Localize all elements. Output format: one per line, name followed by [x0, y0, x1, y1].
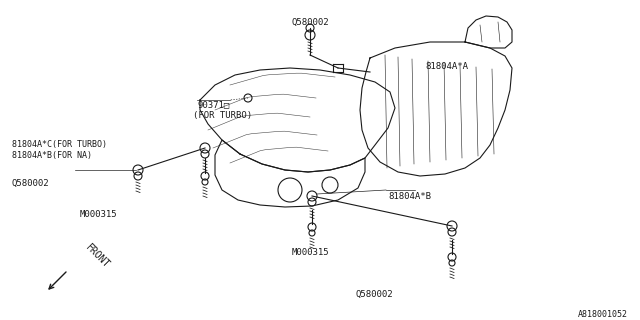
Text: 81804A*B(FOR NA): 81804A*B(FOR NA): [12, 151, 92, 160]
Text: Q580002: Q580002: [355, 290, 392, 299]
Text: 81804A*C(FOR TURBO): 81804A*C(FOR TURBO): [12, 140, 107, 149]
Text: Q580002: Q580002: [12, 179, 50, 188]
Text: A818001052: A818001052: [578, 310, 628, 319]
Text: (FOR TURBO): (FOR TURBO): [193, 111, 252, 120]
Text: FRONT: FRONT: [83, 242, 111, 270]
Text: M000315: M000315: [80, 210, 118, 219]
Text: 90371□: 90371□: [198, 100, 230, 109]
Text: Q580002: Q580002: [291, 18, 329, 27]
Text: 81804A*B: 81804A*B: [388, 192, 431, 201]
Text: 81804A*A: 81804A*A: [425, 62, 468, 71]
Text: M000315: M000315: [292, 248, 330, 257]
